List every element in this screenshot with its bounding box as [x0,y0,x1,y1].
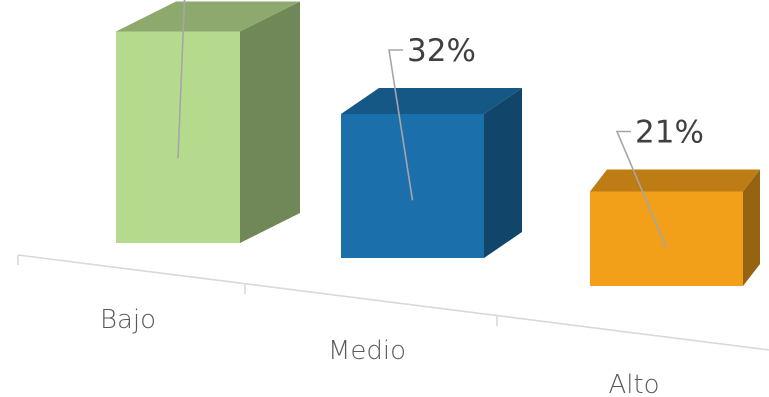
bar-medio-side [484,88,522,258]
leader-line-alto [615,130,668,249]
category-label-alto: Alto [608,370,659,397]
bar-bajo-front [116,31,240,243]
bar-alto-front [590,191,743,286]
category-axis-line [17,254,769,351]
leader-line-medio [388,49,414,201]
bar-alto-top [590,169,760,192]
bar-alto: 21% [590,115,760,286]
bar-medio-top [341,88,522,114]
labels: Bajo Medio Alto [100,305,660,397]
category-label-bajo: Bajo [100,305,156,335]
bar-alto-side [743,169,760,286]
category-label-medio: Medio [328,336,406,366]
bar-medio-front [341,114,484,258]
bar-bajo-top [116,1,300,32]
bar-bajo-side [240,1,300,243]
leader-line-bajo [177,0,186,159]
bar-bajo: 47% [116,0,300,243]
category-axis [17,254,769,351]
bars: 47% 32% 21% [116,0,760,286]
data-label-alto: 21% [635,115,704,151]
bar-medio: 32% [341,33,522,258]
data-label-medio: 32% [407,33,476,69]
